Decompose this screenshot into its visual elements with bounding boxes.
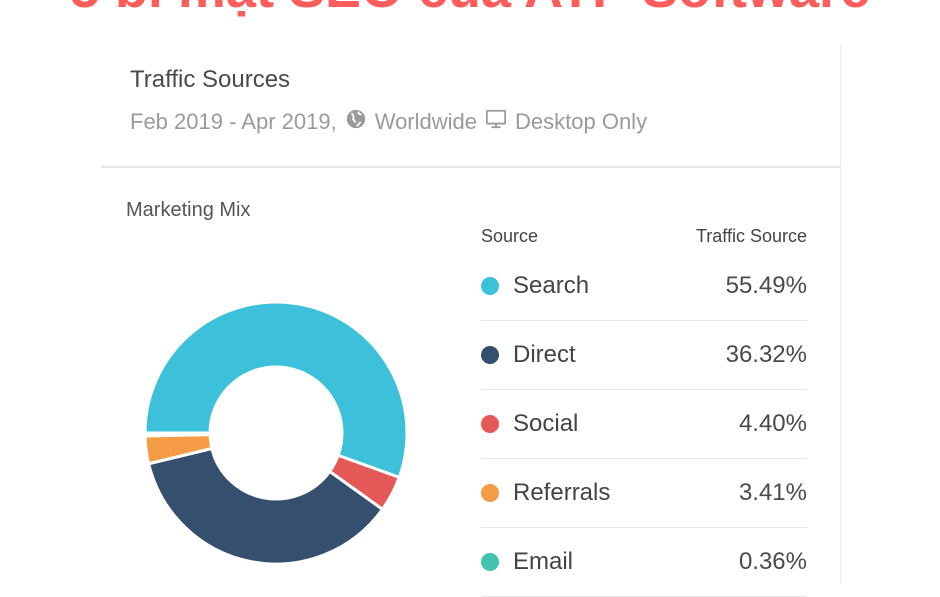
sources-table: Source Traffic Source Search 55.49% Direct… bbox=[481, 226, 807, 597]
region: Worldwide bbox=[374, 109, 478, 134]
source-row: Search 55.49% bbox=[481, 252, 807, 321]
source-name: Search bbox=[513, 272, 590, 299]
source-value: 3.41% bbox=[738, 479, 807, 506]
traffic-sources-card: Traffic Sources Feb 2019 - Apr 2019, Wor… bbox=[101, 44, 841, 597]
donut-slice-search bbox=[143, 300, 409, 480]
col-share: Traffic Source bbox=[695, 226, 807, 246]
source-row: Email 0.36% bbox=[481, 528, 807, 597]
globe-icon bbox=[345, 108, 367, 136]
legend-dot bbox=[481, 484, 499, 502]
source-name: Direct bbox=[513, 341, 576, 368]
legend-dot bbox=[481, 346, 499, 364]
source-label: Search bbox=[481, 272, 589, 300]
device: Desktop Only bbox=[515, 109, 648, 134]
card-subtitle: Feb 2019 - Apr 2019, Worldwide Desktop O… bbox=[130, 108, 647, 136]
source-label: Referrals bbox=[481, 479, 610, 507]
legend-dot bbox=[481, 415, 499, 433]
source-row: Referrals 3.41% bbox=[481, 459, 807, 528]
date-range: Feb 2019 - Apr 2019, bbox=[130, 109, 337, 134]
source-label: Email bbox=[481, 548, 573, 576]
donut-chart bbox=[143, 300, 409, 566]
card-title: Traffic Sources bbox=[130, 66, 291, 93]
source-row: Social 4.40% bbox=[481, 390, 807, 459]
desktop-icon bbox=[485, 108, 507, 136]
source-label: Social bbox=[481, 410, 578, 438]
col-source: Source bbox=[481, 226, 539, 246]
donut-slice-email bbox=[143, 431, 212, 438]
divider bbox=[101, 166, 841, 168]
source-value: 55.49% bbox=[725, 272, 807, 299]
source-name: Referrals bbox=[513, 479, 611, 506]
source-value: 4.40% bbox=[738, 410, 807, 437]
source-name: Social bbox=[513, 410, 579, 437]
article-banner-title: 5 bí mật SEO của ATP Software bbox=[0, 0, 940, 20]
source-value: 0.36% bbox=[738, 548, 807, 575]
source-row: Direct 36.32% bbox=[481, 321, 807, 390]
donut-slice-direct bbox=[146, 446, 385, 566]
table-header: Source Traffic Source bbox=[481, 226, 807, 252]
legend-dot bbox=[481, 277, 499, 295]
legend-dot bbox=[481, 553, 499, 571]
source-label: Direct bbox=[481, 341, 576, 369]
source-value: 36.32% bbox=[725, 341, 807, 368]
section-title: Marketing Mix bbox=[126, 199, 251, 221]
source-name: Email bbox=[513, 548, 574, 575]
